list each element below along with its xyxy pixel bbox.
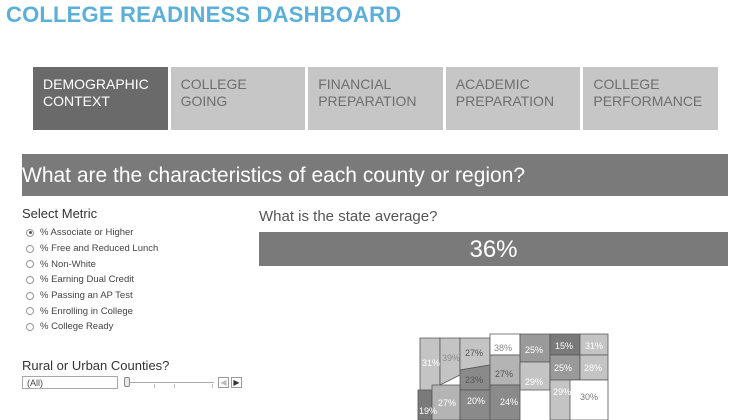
tab-college-performance[interactable]: COLLEGE PERFORMANCE	[583, 67, 718, 130]
slider-track	[128, 382, 214, 383]
slider-tick	[154, 384, 155, 388]
county-label: 19%	[419, 406, 437, 416]
county-label: 29%	[553, 387, 571, 397]
county-shape	[431, 384, 461, 420]
radio-icon[interactable]	[26, 322, 34, 331]
metric-option-enrolling[interactable]: % Enrolling in College	[26, 303, 158, 319]
metric-label: Select Metric	[22, 206, 98, 221]
metric-option-label: % Passing an AP Test	[40, 290, 133, 302]
county-label: 24%	[500, 397, 518, 407]
county-label: 27%	[465, 348, 483, 358]
county-label: 28%	[584, 363, 602, 373]
tab-label-line1: COLLEGE	[593, 76, 660, 92]
tab-label-line2: PREPARATION	[318, 93, 417, 109]
tab-label-line2: PREPARATION	[455, 93, 555, 109]
rural-urban-filter: (All) ◀ ▶	[22, 376, 242, 389]
chevron-left-icon[interactable]: ◀	[218, 377, 229, 388]
radio-icon[interactable]	[26, 244, 34, 253]
tab-financial-preparation[interactable]: FINANCIAL PREPARATION	[308, 67, 446, 130]
radio-selected-icon[interactable]	[26, 228, 34, 237]
county-label: 31%	[585, 341, 603, 351]
tab-label-line2: CONTEXT	[43, 93, 110, 109]
tab-demographic-context[interactable]: DEMOGRAPHIC CONTEXT	[33, 67, 171, 130]
tab-label-line2: GOING	[180, 93, 228, 109]
slider-tick	[212, 384, 213, 388]
metric-option-associate[interactable]: % Associate or Higher	[26, 225, 158, 241]
metric-option-ap-test[interactable]: % Passing an AP Test	[26, 288, 158, 304]
county-label: 29%	[525, 377, 543, 387]
state-average-question: What is the state average?	[259, 208, 438, 225]
metric-option-non-white[interactable]: % Non-White	[26, 256, 158, 272]
tab-college-going[interactable]: COLLEGE GOING	[170, 67, 309, 130]
metric-option-label: % Earning Dual Credit	[40, 274, 134, 286]
tab-label-line1: FINANCIAL	[318, 76, 392, 92]
metric-option-label: % College Ready	[40, 321, 114, 333]
state-average-value: 36%	[259, 232, 728, 266]
metric-option-dual-credit[interactable]: % Earning Dual Credit	[26, 272, 158, 288]
county-label: 23%	[465, 375, 483, 385]
county-label: 20%	[467, 396, 485, 406]
county-label: 27%	[438, 398, 456, 408]
metric-radio-group: % Associate or Higher % Free and Reduced…	[26, 225, 158, 335]
rural-urban-slider[interactable]	[124, 376, 216, 389]
metric-option-label: % Free and Reduced Lunch	[40, 243, 159, 255]
tab-label-line1: ACADEMIC	[455, 76, 530, 92]
tab-label-line1: DEMOGRAPHIC	[43, 76, 149, 92]
county-label: 31%	[422, 358, 440, 368]
metric-option-label: % Non-White	[40, 258, 96, 270]
metric-option-college-ready[interactable]: % College Ready	[26, 319, 158, 335]
radio-icon[interactable]	[26, 291, 34, 300]
county-label: 15%	[555, 341, 573, 351]
metric-option-label: % Associate or Higher	[40, 227, 134, 239]
tab-label-line2: PERFORMANCE	[593, 93, 703, 109]
tab-academic-preparation[interactable]: ACADEMIC PREPARATION	[445, 67, 584, 130]
county-label: 30%	[580, 392, 598, 402]
slider-handle[interactable]	[124, 377, 130, 387]
chevron-right-icon[interactable]: ▶	[231, 377, 242, 388]
county-shape	[417, 389, 433, 420]
radio-icon[interactable]	[26, 307, 34, 316]
tab-bar: DEMOGRAPHIC CONTEXT COLLEGE GOING FINANC…	[33, 67, 718, 130]
county-label: 38%	[494, 343, 512, 353]
slider-tick	[174, 384, 175, 388]
question-banner: What are the characteristics of each cou…	[22, 154, 728, 196]
county-shape	[459, 389, 491, 420]
tab-label-line1: COLLEGE	[180, 76, 247, 92]
radio-icon[interactable]	[26, 260, 34, 269]
metric-option-label: % Enrolling in College	[40, 305, 133, 317]
metric-option-free-lunch[interactable]: % Free and Reduced Lunch	[26, 241, 158, 257]
page-title: COLLEGE READINESS DASHBOARD	[6, 2, 402, 27]
rural-urban-select[interactable]: (All)	[22, 376, 118, 389]
county-map: 31% 39% 27% 38% 25% 15% 31% 23% 27% 29% …	[417, 333, 609, 420]
radio-icon[interactable]	[26, 275, 34, 284]
county-label: 25%	[554, 363, 572, 373]
rural-urban-label: Rural or Urban Counties?	[22, 358, 170, 373]
county-label: 27%	[495, 369, 513, 379]
county-shape	[569, 379, 609, 420]
county-shape	[489, 384, 521, 420]
county-label: 39%	[442, 353, 460, 363]
county-label: 25%	[525, 345, 543, 355]
